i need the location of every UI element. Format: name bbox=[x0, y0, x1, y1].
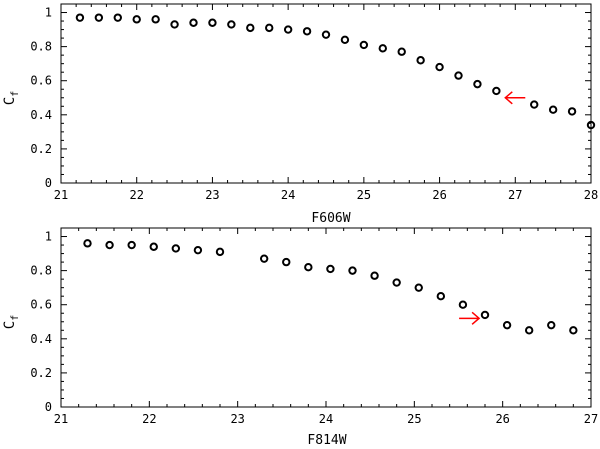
data-point bbox=[436, 291, 446, 301]
x-tick-label: 28 bbox=[584, 188, 598, 202]
data-point bbox=[378, 44, 387, 53]
y-tick-label: 1 bbox=[45, 6, 52, 20]
data-point bbox=[171, 244, 181, 253]
arrow-annotation bbox=[504, 91, 526, 105]
data-point bbox=[282, 257, 291, 267]
y-tick-label: 1 bbox=[45, 230, 52, 244]
y-tick-label: 0 bbox=[45, 400, 52, 414]
data-point bbox=[193, 245, 203, 255]
data-point bbox=[321, 30, 331, 39]
x-tick-label: 27 bbox=[508, 188, 522, 202]
arrow-annotation bbox=[459, 311, 481, 325]
y-tick-label: 0.6 bbox=[30, 74, 52, 88]
panel-bottom: F814W Cf 21 22 23 24 25 26 27 0 0.2 0.4 0.6 0.8 1 bbox=[2, 227, 598, 448]
x-tick-label: 25 bbox=[357, 188, 371, 202]
data-point bbox=[302, 27, 312, 36]
plot-frame bbox=[60, 227, 592, 408]
x-axis-label: F606W bbox=[311, 211, 350, 226]
data-point bbox=[524, 326, 534, 335]
y-tick-label: 0.8 bbox=[30, 264, 52, 278]
y-tick-label: 0.2 bbox=[30, 142, 52, 156]
data-point bbox=[259, 254, 269, 263]
x-tick-label: 22 bbox=[129, 188, 143, 202]
data-point bbox=[530, 100, 539, 109]
x-tick-label: 22 bbox=[142, 412, 156, 426]
data-point bbox=[170, 20, 179, 29]
x-tick-label: 24 bbox=[319, 412, 333, 426]
data-point bbox=[416, 56, 425, 65]
y-tick-label: 0.4 bbox=[30, 108, 52, 122]
data-point bbox=[208, 18, 217, 27]
data-point bbox=[127, 240, 136, 250]
x-axis-label: F814W bbox=[307, 433, 346, 448]
data-point bbox=[132, 15, 141, 24]
x-tick-label: 26 bbox=[495, 412, 509, 426]
data-point bbox=[326, 264, 335, 274]
data-point bbox=[348, 266, 357, 275]
data-point bbox=[340, 35, 350, 44]
x-tick-label: 21 bbox=[54, 188, 68, 202]
y-tick-label: 0.6 bbox=[30, 298, 52, 312]
data-point bbox=[105, 240, 114, 250]
data-point bbox=[435, 62, 444, 72]
data-point bbox=[94, 13, 104, 22]
x-tick-label: 23 bbox=[205, 188, 219, 202]
data-point bbox=[359, 40, 369, 50]
y-axis-label: Cf bbox=[2, 91, 21, 105]
data-point bbox=[189, 18, 198, 27]
data-point bbox=[215, 247, 225, 257]
data-point bbox=[75, 13, 85, 22]
data-point bbox=[370, 271, 379, 280]
data-point bbox=[397, 47, 406, 56]
data-point bbox=[480, 310, 490, 320]
data-point bbox=[392, 278, 401, 287]
data-point bbox=[113, 13, 122, 22]
data-point bbox=[151, 15, 160, 24]
data-point bbox=[502, 320, 512, 330]
x-tick-label: 26 bbox=[432, 188, 446, 202]
y-axis-label: Cf bbox=[2, 315, 21, 329]
y-tick-label: 0.4 bbox=[30, 332, 52, 346]
x-tick-label: 23 bbox=[230, 412, 244, 426]
x-tick-label: 27 bbox=[584, 412, 598, 426]
data-point bbox=[246, 23, 255, 33]
data-point bbox=[458, 300, 468, 309]
data-point bbox=[567, 107, 577, 116]
panel-top: F606W Cf 21 22 23 24 25 26 27 28 0 0.2 0.4 0.6 0.8 1 bbox=[2, 3, 598, 226]
data-point bbox=[547, 320, 556, 330]
data-point bbox=[265, 23, 274, 33]
y-tick-label: 0.2 bbox=[30, 366, 52, 380]
data-point bbox=[492, 86, 501, 96]
y-tick-label: 0.8 bbox=[30, 40, 52, 54]
data-point bbox=[586, 120, 596, 130]
data-point bbox=[304, 263, 313, 272]
data-point bbox=[454, 71, 463, 80]
data-point bbox=[83, 239, 92, 248]
data-point bbox=[473, 79, 482, 89]
data-point bbox=[414, 283, 423, 292]
x-tick-label: 21 bbox=[54, 412, 68, 426]
data-point bbox=[569, 326, 578, 335]
data-point bbox=[283, 25, 293, 34]
x-tick-label: 25 bbox=[407, 412, 421, 426]
y-tick-label: 0 bbox=[45, 176, 52, 190]
data-point bbox=[149, 242, 158, 251]
x-tick-label: 24 bbox=[281, 188, 295, 202]
data-point bbox=[227, 20, 236, 29]
plot-frame bbox=[60, 3, 592, 184]
data-point bbox=[548, 105, 558, 114]
